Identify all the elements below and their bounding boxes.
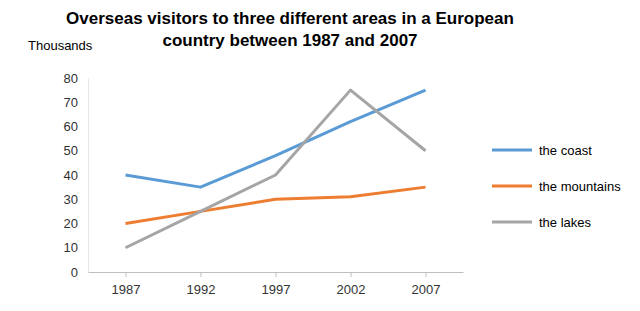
y-tick-label: 0: [71, 265, 78, 280]
x-tick: 1997: [262, 272, 291, 297]
x-tick: 2002: [337, 272, 366, 297]
y-tick: 40: [64, 168, 88, 183]
y-tick-label: 20: [64, 216, 78, 231]
x-tick-label: 1987: [112, 282, 141, 297]
x-tick-label: 2007: [412, 282, 441, 297]
legend-swatch: [492, 221, 532, 224]
x-tick: 1992: [187, 272, 216, 297]
x-tick: 2007: [412, 272, 441, 297]
y-tick: 10: [64, 240, 88, 255]
x-tick-label: 1992: [187, 282, 216, 297]
legend-swatch: [492, 185, 532, 188]
y-tick-label: 10: [64, 240, 78, 255]
y-tick: 80: [64, 71, 88, 86]
x-tick-mark: [351, 272, 352, 277]
chart: 0 10 20 30 40 50 60 70 80 1987 1992 1997 2002 2007 Ove…: [0, 0, 640, 311]
series-line: [126, 90, 426, 248]
y-tick: 30: [64, 192, 88, 207]
x-tick: 1987: [112, 272, 141, 297]
x-tick-label: 2002: [337, 282, 366, 297]
y-axis: 0 10 20 30 40 50 60 70 80: [64, 71, 89, 280]
x-tick-mark: [201, 272, 202, 277]
legend-label: the lakes: [539, 215, 592, 230]
legend-label: the coast: [539, 143, 592, 158]
y-axis-title: Thousands: [28, 38, 93, 53]
y-tick: 50: [64, 143, 88, 158]
y-tick-label: 40: [64, 168, 78, 183]
legend-swatch: [492, 149, 532, 152]
y-tick: 0: [71, 265, 88, 280]
x-tick-mark: [126, 272, 127, 277]
y-tick: 20: [64, 216, 88, 231]
legend: the coast the mountains the lakes: [492, 143, 621, 230]
y-tick-label: 50: [64, 143, 78, 158]
series-line: [126, 187, 426, 223]
plot-area: [126, 90, 426, 248]
x-axis: 1987 1992 1997 2002 2007: [89, 272, 464, 297]
y-tick-label: 70: [64, 95, 78, 110]
series-line: [126, 90, 426, 187]
y-tick-label: 60: [64, 119, 78, 134]
y-tick: 70: [64, 95, 88, 110]
y-tick: 60: [64, 119, 88, 134]
x-tick-mark: [276, 272, 277, 277]
y-tick-label: 30: [64, 192, 78, 207]
y-tick-label: 80: [64, 71, 78, 86]
x-tick-label: 1997: [262, 282, 291, 297]
y-axis-line: [88, 79, 89, 273]
legend-label: the mountains: [539, 179, 621, 194]
chart-title: Overseas visitors to three different are…: [66, 9, 514, 50]
x-tick-mark: [426, 272, 427, 277]
